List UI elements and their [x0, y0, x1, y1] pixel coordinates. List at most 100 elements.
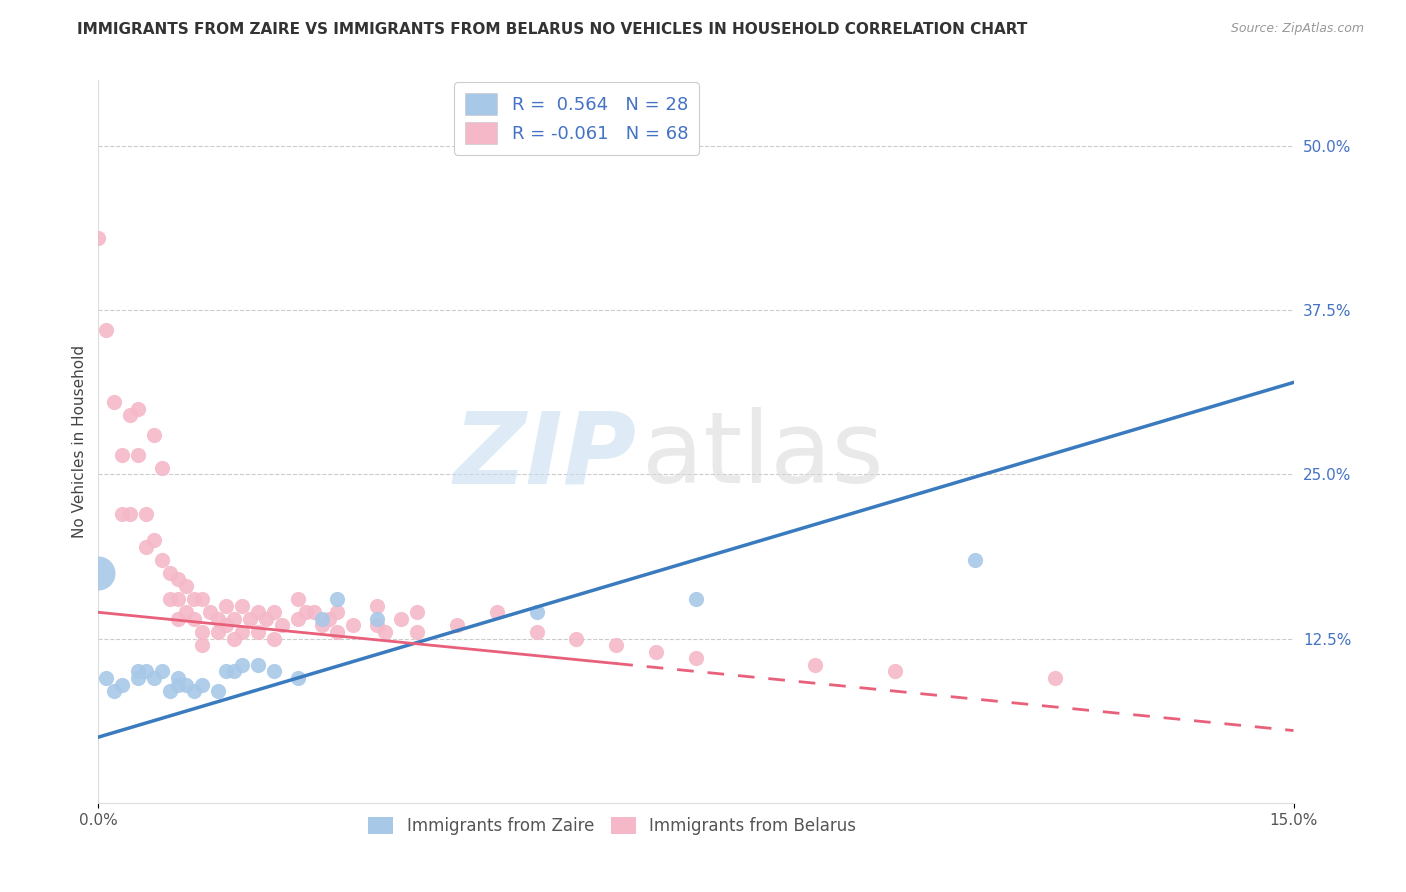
Point	[565, 632, 588, 646]
Point	[287, 612, 309, 626]
Point	[167, 592, 190, 607]
Text: Source: ZipAtlas.com: Source: ZipAtlas.com	[1230, 22, 1364, 36]
Point	[294, 605, 316, 619]
Point	[143, 428, 166, 442]
Point	[263, 665, 285, 679]
Point	[326, 625, 349, 640]
Point	[127, 671, 149, 685]
Point	[135, 540, 157, 554]
Point	[287, 671, 309, 685]
Point	[135, 665, 157, 679]
Point	[143, 533, 166, 547]
Point	[191, 677, 214, 691]
Point	[963, 553, 986, 567]
Point	[167, 573, 190, 587]
Point	[127, 401, 149, 416]
Point	[1043, 671, 1066, 685]
Point	[159, 592, 181, 607]
Point	[366, 599, 388, 613]
Point	[326, 605, 349, 619]
Point	[150, 460, 173, 475]
Point	[191, 638, 214, 652]
Point	[239, 612, 262, 626]
Point	[366, 612, 388, 626]
Y-axis label: No Vehicles in Household: No Vehicles in Household	[72, 345, 87, 538]
Point	[446, 618, 468, 632]
Point	[111, 677, 134, 691]
Point	[207, 625, 229, 640]
Point	[389, 612, 412, 626]
Point	[526, 625, 548, 640]
Point	[318, 612, 340, 626]
Point	[174, 579, 197, 593]
Point	[246, 625, 269, 640]
Point	[270, 618, 292, 632]
Point	[231, 625, 253, 640]
Point	[120, 409, 142, 423]
Point	[263, 605, 285, 619]
Point	[150, 553, 173, 567]
Point	[183, 612, 205, 626]
Point	[222, 632, 245, 646]
Point	[127, 448, 149, 462]
Text: atlas: atlas	[643, 408, 884, 505]
Point	[406, 605, 429, 619]
Point	[183, 592, 205, 607]
Point	[103, 395, 125, 409]
Point	[215, 665, 238, 679]
Point	[167, 677, 190, 691]
Point	[191, 625, 214, 640]
Point	[804, 657, 827, 672]
Point	[127, 665, 149, 679]
Point	[167, 671, 190, 685]
Point	[263, 632, 285, 646]
Point	[246, 657, 269, 672]
Point	[231, 657, 253, 672]
Point	[159, 684, 181, 698]
Point	[254, 612, 277, 626]
Point	[159, 566, 181, 580]
Point	[111, 507, 134, 521]
Point	[174, 677, 197, 691]
Point	[231, 599, 253, 613]
Point	[167, 612, 190, 626]
Legend: Immigrants from Zaire, Immigrants from Belarus: Immigrants from Zaire, Immigrants from B…	[361, 810, 863, 841]
Point	[207, 684, 229, 698]
Point	[150, 665, 173, 679]
Point	[302, 605, 325, 619]
Point	[222, 665, 245, 679]
Point	[485, 605, 508, 619]
Point	[406, 625, 429, 640]
Point	[111, 448, 134, 462]
Point	[374, 625, 396, 640]
Point	[103, 684, 125, 698]
Point	[174, 605, 197, 619]
Point	[366, 618, 388, 632]
Point	[143, 671, 166, 685]
Point	[884, 665, 907, 679]
Point	[342, 618, 364, 632]
Point	[605, 638, 627, 652]
Point	[685, 592, 707, 607]
Point	[311, 612, 333, 626]
Point	[96, 671, 118, 685]
Point	[96, 323, 118, 337]
Point	[207, 612, 229, 626]
Point	[215, 618, 238, 632]
Point	[526, 605, 548, 619]
Point	[198, 605, 221, 619]
Point	[120, 507, 142, 521]
Point	[287, 592, 309, 607]
Point	[215, 599, 238, 613]
Point	[135, 507, 157, 521]
Point	[87, 231, 110, 245]
Point	[183, 684, 205, 698]
Point	[87, 566, 110, 580]
Point	[311, 618, 333, 632]
Text: IMMIGRANTS FROM ZAIRE VS IMMIGRANTS FROM BELARUS NO VEHICLES IN HOUSEHOLD CORREL: IMMIGRANTS FROM ZAIRE VS IMMIGRANTS FROM…	[77, 22, 1028, 37]
Point	[685, 651, 707, 665]
Point	[191, 592, 214, 607]
Point	[246, 605, 269, 619]
Text: ZIP: ZIP	[453, 408, 637, 505]
Point	[222, 612, 245, 626]
